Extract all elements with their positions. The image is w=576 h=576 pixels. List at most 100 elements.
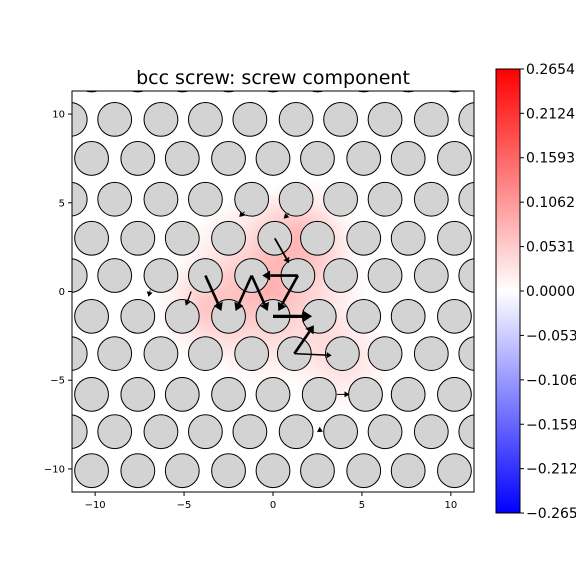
atom-1-0 [72,102,88,137]
colorbar-tick-label: −0.0531 [526,328,576,344]
atom-3-6 [323,181,358,217]
atom-8-7 [390,377,426,412]
colorbar-tick-label: 0.0531 [526,240,575,256]
atom-7-6 [324,336,360,372]
atom-2-6 [346,141,382,176]
displacement-arrow-7 [293,325,314,355]
atom-6-1 [120,298,156,334]
arrow-head [302,310,313,323]
arrow-shaft [204,274,220,305]
arrow-shaft [273,237,288,259]
arrow-shaft [294,352,327,356]
arrow-head [283,213,290,219]
colorbar-tick-label: 0.1062 [526,195,575,211]
atom-6-0 [74,298,109,334]
atom-2-7 [390,141,426,176]
x-tick-label: −10 [85,500,106,511]
displacement-arrow-3 [277,274,300,311]
atom-2-5 [300,141,335,176]
displacement-arrow-12 [317,426,323,433]
arrow-shaft [280,274,300,305]
atom-10-8 [437,453,472,489]
atom-9-6 [323,414,358,450]
y-tick-label: 5 [59,198,65,209]
atom-5-9 [458,258,474,293]
displacement-arrow-10 [337,391,350,398]
atom-3-4 [234,181,270,217]
arrow-head [305,325,314,335]
atom-4-5 [300,220,335,256]
arrow-head [326,352,332,359]
atom-7-7 [367,336,403,372]
arrow-head [146,291,153,297]
y-tick-label: −5 [50,376,65,387]
atom-7-2 [143,336,179,372]
atom-9-9 [458,414,474,449]
atom-3-1 [97,181,133,217]
atom-4-0 [74,220,109,256]
colorbar-ticks: 0.2654 0.2124 0.1593 0.1062 0.0531 0.0000 −0.0… [520,62,576,522]
arrow-head [234,301,244,311]
arrow-head [317,426,323,433]
atom-1-6 [323,101,358,137]
atom-6-6 [346,298,382,334]
atom-10-2 [164,453,200,489]
displacement-arrow-0 [204,274,223,311]
atom-7-9 [458,336,474,371]
y-tick-label: 0 [59,287,65,298]
atom-3-5 [278,181,314,217]
displacement-arrow-8 [294,352,332,359]
displacement-arrow-13 [283,213,290,219]
atom-2-8 [437,141,472,176]
atom-9-4 [232,414,268,450]
atom-10-4 [255,453,291,489]
atom-5-0 [72,258,88,293]
arrow-head [213,301,223,311]
atom-1-3 [188,101,223,137]
x-tick-label: −5 [177,500,192,511]
x-tick-label: 0 [270,500,276,511]
colorbar-tick-label: −0.2654 [526,506,576,522]
atom-6-2 [164,298,200,334]
arrow-head [262,270,271,281]
atom-5-1 [97,258,133,293]
atom-7-1 [97,336,133,372]
atom-9-5 [278,414,314,450]
colorbar-tick-label: −0.1062 [526,373,576,389]
colorbar-gradient [495,68,521,514]
colorbar-tick-label: 0.2654 [526,62,575,78]
atom-7-8 [413,336,449,372]
displacement-arrow-4 [262,270,298,281]
atom-8-8 [437,377,472,412]
atom-3-9 [458,181,474,217]
atom-8-2 [164,377,200,412]
y-tick-label: −10 [44,464,65,475]
atom-6-7 [390,298,426,334]
atom-2-0 [74,141,109,176]
arrow-shaft [242,211,245,214]
x-tick-label: 5 [359,500,365,511]
atom-10-3 [211,453,246,489]
arrow-shaft [186,291,192,302]
atom-8-3 [211,377,246,412]
atom-9-8 [413,414,449,450]
atom-5-6 [323,258,358,293]
atom-5-2 [143,258,179,293]
chart-title: bcc screw: screw component [136,67,410,89]
atom-2-4 [255,141,291,176]
atom-10-7 [390,453,426,489]
atom-1-7 [367,101,403,137]
atom-9-1 [97,414,133,450]
atom-4-1 [120,220,156,256]
arrow-shaft [293,330,311,355]
atom-4-2 [164,220,200,256]
atom-7-0 [72,336,88,371]
atom-3-0 [72,181,88,217]
atom-2-2 [164,141,200,176]
colorbar: 0.2654 0.2124 0.1593 0.1062 0.0531 0.0000 −0.0… [495,62,576,522]
colorbar-tick-label: −0.2124 [526,462,576,478]
atom-7-3 [188,336,223,372]
colorbar-tick-label: 0.0000 [526,284,575,300]
atom-8-0 [74,377,109,412]
